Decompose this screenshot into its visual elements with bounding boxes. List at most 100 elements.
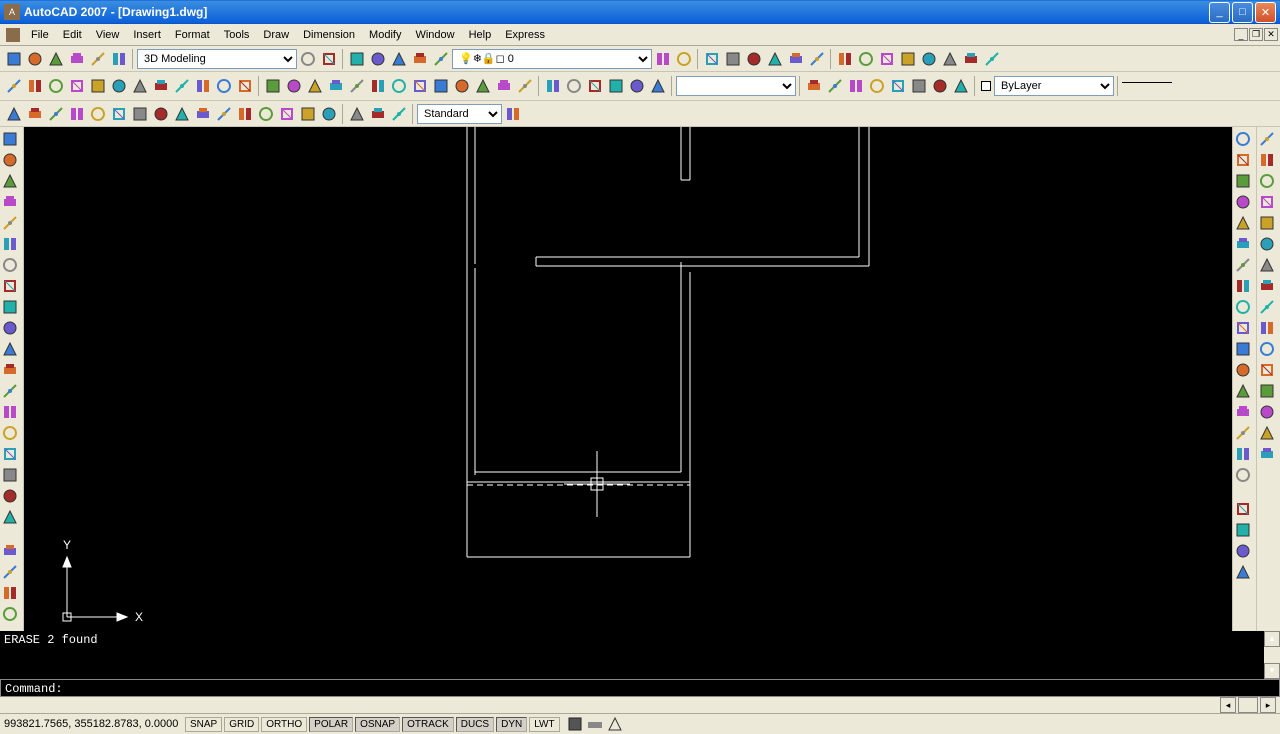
- 3d5-icon[interactable]: [919, 49, 939, 69]
- menu-file[interactable]: File: [24, 27, 56, 43]
- gradient-icon[interactable]: [0, 444, 20, 464]
- cmd-scroll-down[interactable]: ▾: [1264, 663, 1280, 679]
- dimedit-icon[interactable]: [368, 104, 388, 124]
- measure-icon[interactable]: [648, 76, 668, 96]
- diminsp-icon[interactable]: [298, 104, 318, 124]
- text-a-icon[interactable]: [804, 76, 824, 96]
- dimarc-icon[interactable]: [46, 104, 66, 124]
- stretch-icon[interactable]: [1233, 297, 1253, 317]
- rotate-icon[interactable]: [1233, 255, 1253, 275]
- model-icon[interactable]: [565, 714, 585, 734]
- dimang-icon[interactable]: [130, 104, 150, 124]
- refresh-icon[interactable]: [674, 49, 694, 69]
- hatch3-icon[interactable]: [585, 76, 605, 96]
- copy2-icon[interactable]: [1233, 150, 1253, 170]
- spline-icon[interactable]: [0, 297, 20, 317]
- break2-icon[interactable]: [1233, 381, 1253, 401]
- freeze-icon[interactable]: [389, 49, 409, 69]
- plot-icon[interactable]: [67, 76, 87, 96]
- hatch1-icon[interactable]: [543, 76, 563, 96]
- hatch2-icon[interactable]: [564, 76, 584, 96]
- 3d6-icon[interactable]: [940, 49, 960, 69]
- pan-icon[interactable]: [263, 76, 283, 96]
- text-ai-icon[interactable]: [825, 76, 845, 96]
- dimbase-icon[interactable]: [172, 104, 192, 124]
- mdi-restore[interactable]: ❐: [1249, 28, 1263, 41]
- props-icon[interactable]: [368, 76, 388, 96]
- zoomwin-icon[interactable]: [326, 76, 346, 96]
- mdi-minimize[interactable]: _: [1234, 28, 1248, 41]
- menu-help[interactable]: Help: [462, 27, 499, 43]
- extend-icon[interactable]: [1233, 339, 1253, 359]
- cube-icon[interactable]: [109, 49, 129, 69]
- tools2-icon[interactable]: [431, 76, 451, 96]
- join-icon[interactable]: [1233, 402, 1253, 422]
- toggle-grid[interactable]: GRID: [224, 717, 259, 732]
- dimlin-icon[interactable]: [4, 104, 24, 124]
- tool-a5[interactable]: [1257, 213, 1277, 233]
- markup-icon[interactable]: [473, 76, 493, 96]
- preview-icon[interactable]: [88, 76, 108, 96]
- cmd-scroll-right[interactable]: ▸: [1260, 697, 1276, 713]
- tool-a14[interactable]: [1257, 402, 1277, 422]
- windowdrop-icon[interactable]: [807, 49, 827, 69]
- dimjog-icon[interactable]: [319, 104, 339, 124]
- dimord-icon[interactable]: [67, 104, 87, 124]
- dimqck-icon[interactable]: [151, 104, 171, 124]
- text-frame-icon[interactable]: [909, 76, 929, 96]
- osnap4-icon[interactable]: [0, 604, 20, 624]
- window1-icon[interactable]: [702, 49, 722, 69]
- menu-tools[interactable]: Tools: [217, 27, 257, 43]
- menu-modify[interactable]: Modify: [362, 27, 408, 43]
- palette3-icon[interactable]: [1233, 541, 1253, 561]
- extra-status-icon[interactable]: [585, 714, 605, 734]
- offset-icon[interactable]: [1233, 192, 1253, 212]
- menu-insert[interactable]: Insert: [126, 27, 168, 43]
- tool-a8[interactable]: [1257, 276, 1277, 296]
- tool-a6[interactable]: [1257, 234, 1277, 254]
- swatch-icon[interactable]: [431, 49, 451, 69]
- tools-icon[interactable]: [410, 76, 430, 96]
- text-num-icon[interactable]: [951, 76, 971, 96]
- tool-a2[interactable]: [1257, 150, 1277, 170]
- toggle-otrack[interactable]: OTRACK: [402, 717, 454, 732]
- dimstyle-combo[interactable]: Standard: [417, 104, 502, 124]
- text-find-icon[interactable]: [867, 76, 887, 96]
- open-icon[interactable]: [25, 49, 45, 69]
- drawing-canvas[interactable]: X Y: [24, 127, 1232, 631]
- minimize-button[interactable]: _: [1209, 2, 1230, 23]
- menu-view[interactable]: View: [89, 27, 127, 43]
- tool-a3[interactable]: [1257, 171, 1277, 191]
- palette4-icon[interactable]: [1233, 562, 1253, 582]
- palette1-icon[interactable]: [1233, 499, 1253, 519]
- mtext-icon[interactable]: [0, 507, 20, 527]
- osnap3-icon[interactable]: [0, 583, 20, 603]
- ellipsearc-icon[interactable]: [0, 339, 20, 359]
- dimupdate-icon[interactable]: [389, 104, 409, 124]
- layermgr-icon[interactable]: [653, 49, 673, 69]
- camera-icon[interactable]: [961, 49, 981, 69]
- find-combo[interactable]: [676, 76, 796, 96]
- xline-icon[interactable]: [0, 150, 20, 170]
- window3-icon[interactable]: [744, 49, 764, 69]
- mdi-close[interactable]: ✕: [1264, 28, 1278, 41]
- tool-a15[interactable]: [1257, 423, 1277, 443]
- osnap2-icon[interactable]: [0, 562, 20, 582]
- extra-status-icon-2[interactable]: [605, 714, 625, 734]
- grid-icon[interactable]: [319, 49, 339, 69]
- chamfer-icon[interactable]: [1233, 423, 1253, 443]
- region-icon[interactable]: [0, 465, 20, 485]
- tool-a16[interactable]: [1257, 444, 1277, 464]
- pline-icon[interactable]: [0, 171, 20, 191]
- hatch5-icon[interactable]: [627, 76, 647, 96]
- arc-icon[interactable]: [0, 234, 20, 254]
- lock-icon[interactable]: [410, 49, 430, 69]
- trim-icon[interactable]: [1233, 318, 1253, 338]
- tool-a4[interactable]: [1257, 192, 1277, 212]
- dimstyle-icon[interactable]: [503, 104, 523, 124]
- open2-icon[interactable]: [25, 76, 45, 96]
- zoomprev-icon[interactable]: [305, 76, 325, 96]
- menu-draw[interactable]: Draw: [256, 27, 296, 43]
- mkblock-icon[interactable]: [0, 381, 20, 401]
- table-icon[interactable]: [0, 486, 20, 506]
